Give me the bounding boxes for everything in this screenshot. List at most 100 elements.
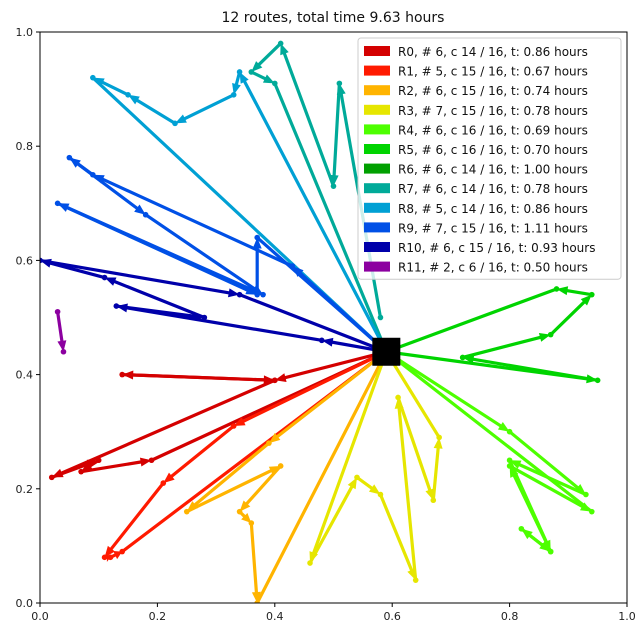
route-arrowhead [433, 437, 443, 449]
route-arrowhead [580, 294, 592, 306]
route-stop-point [377, 491, 384, 498]
route-segment [257, 41, 283, 66]
route-segment [276, 350, 388, 438]
legend-label: R2, # 6, c 15 / 16, t: 0.74 hours [398, 84, 588, 98]
route-stop-point [142, 211, 149, 218]
route-segment [255, 235, 380, 347]
legend-swatch [364, 104, 390, 115]
route-arrowhead [128, 94, 140, 105]
route-stop-point [48, 474, 55, 481]
route-segment [170, 424, 236, 478]
route-segment [185, 469, 273, 514]
route-segment [50, 462, 90, 479]
route-segment [114, 304, 196, 318]
route-segment [471, 357, 600, 382]
legend-swatch [364, 65, 390, 76]
route-stop-point [230, 92, 237, 98]
route-segment [355, 475, 374, 490]
route-segment [193, 441, 271, 507]
route-stop-point [277, 463, 284, 469]
route-segment [183, 93, 236, 121]
route-stop-point [236, 508, 243, 515]
route-stop-point [113, 303, 120, 309]
route-stop-point [183, 508, 190, 515]
route-stop-point [330, 183, 337, 189]
route-segment [283, 350, 388, 380]
legend-label: R6, # 6, c 14 / 16, t: 1.00 hours [398, 163, 588, 177]
x-tick-label: 1.0 [618, 610, 636, 623]
legend-label: R5, # 6, c 16 / 16, t: 0.70 hours [398, 143, 588, 157]
route-segment [396, 395, 432, 492]
x-tick-label: 0.8 [501, 610, 519, 623]
route-stop-point [436, 434, 442, 441]
route-segment [79, 460, 143, 474]
route-stop-point [307, 560, 313, 566]
route-stop-point [90, 74, 96, 81]
route-arrowhead [556, 286, 569, 296]
legend-label: R0, # 6, c 14 / 16, t: 0.86 hours [398, 45, 588, 59]
x-tick-label: 0.2 [149, 610, 167, 623]
route-segment [378, 492, 414, 572]
route-stop-point [277, 40, 284, 47]
route-stop-point [60, 348, 67, 355]
route-segment [282, 52, 336, 188]
route-arrowhead [347, 477, 357, 490]
route-arrowhead [321, 337, 334, 347]
route-stop-point [95, 457, 102, 464]
route-stop-point [236, 69, 243, 75]
route-arrowhead [227, 288, 240, 298]
route-arrowhead [274, 373, 287, 382]
route-stop-point [119, 371, 125, 378]
route-stop-point [594, 377, 601, 384]
route-stop-point [459, 354, 466, 361]
route-stop-point [395, 394, 401, 401]
route-arrowhead [497, 421, 510, 432]
route-stop-point [553, 286, 560, 292]
route-stop-point [248, 69, 255, 75]
y-tick-label: 0.2 [16, 483, 34, 496]
legend-swatch [364, 202, 390, 213]
legend-swatch [364, 124, 390, 135]
route-stop-point [354, 474, 360, 481]
route-stop-point [318, 337, 325, 344]
route-arrowhead [239, 71, 249, 84]
route-stop-point [125, 92, 131, 98]
legend-label: R1, # 5, c 15 / 16, t: 0.67 hours [398, 65, 588, 79]
route-segment [135, 98, 177, 125]
route-segment [113, 280, 206, 320]
route-segment [393, 356, 594, 514]
route-segment [60, 378, 277, 475]
route-arrowhead [251, 61, 263, 72]
depot-marker [372, 337, 401, 366]
route-arrowhead [251, 591, 261, 603]
x-tick-label: 0.4 [266, 610, 284, 623]
route-arrowhead [232, 83, 241, 95]
route-segment [49, 261, 107, 280]
route-arrowhead [57, 340, 67, 352]
route-segment [101, 80, 130, 97]
route-stop-point [377, 314, 384, 321]
route-segment [242, 350, 388, 423]
legend-swatch [364, 163, 390, 174]
route-arrowhead [252, 237, 262, 249]
legend-swatch [364, 222, 390, 233]
legend-label: R9, # 7, c 15 / 16, t: 1.11 hours [398, 221, 588, 235]
route-segment [273, 81, 384, 344]
y-tick-label: 1.0 [16, 26, 34, 39]
legend-swatch [364, 242, 390, 252]
legend-label: R7, # 6, c 14 / 16, t: 0.78 hours [398, 182, 588, 196]
route-arrowhead [233, 417, 246, 426]
route-arrowhead [245, 285, 258, 295]
route-segment [461, 335, 542, 360]
route-stop-point [506, 457, 513, 464]
y-tick-label: 0.8 [16, 140, 34, 153]
route-stop-point [254, 600, 260, 603]
legend-swatch [364, 144, 390, 154]
route-stop-point [266, 440, 272, 446]
route-arrowhead [262, 74, 275, 84]
route-stop-point [272, 80, 278, 87]
route-stop-point [588, 291, 595, 298]
route-segment [243, 80, 388, 354]
legend-swatch [364, 183, 390, 194]
